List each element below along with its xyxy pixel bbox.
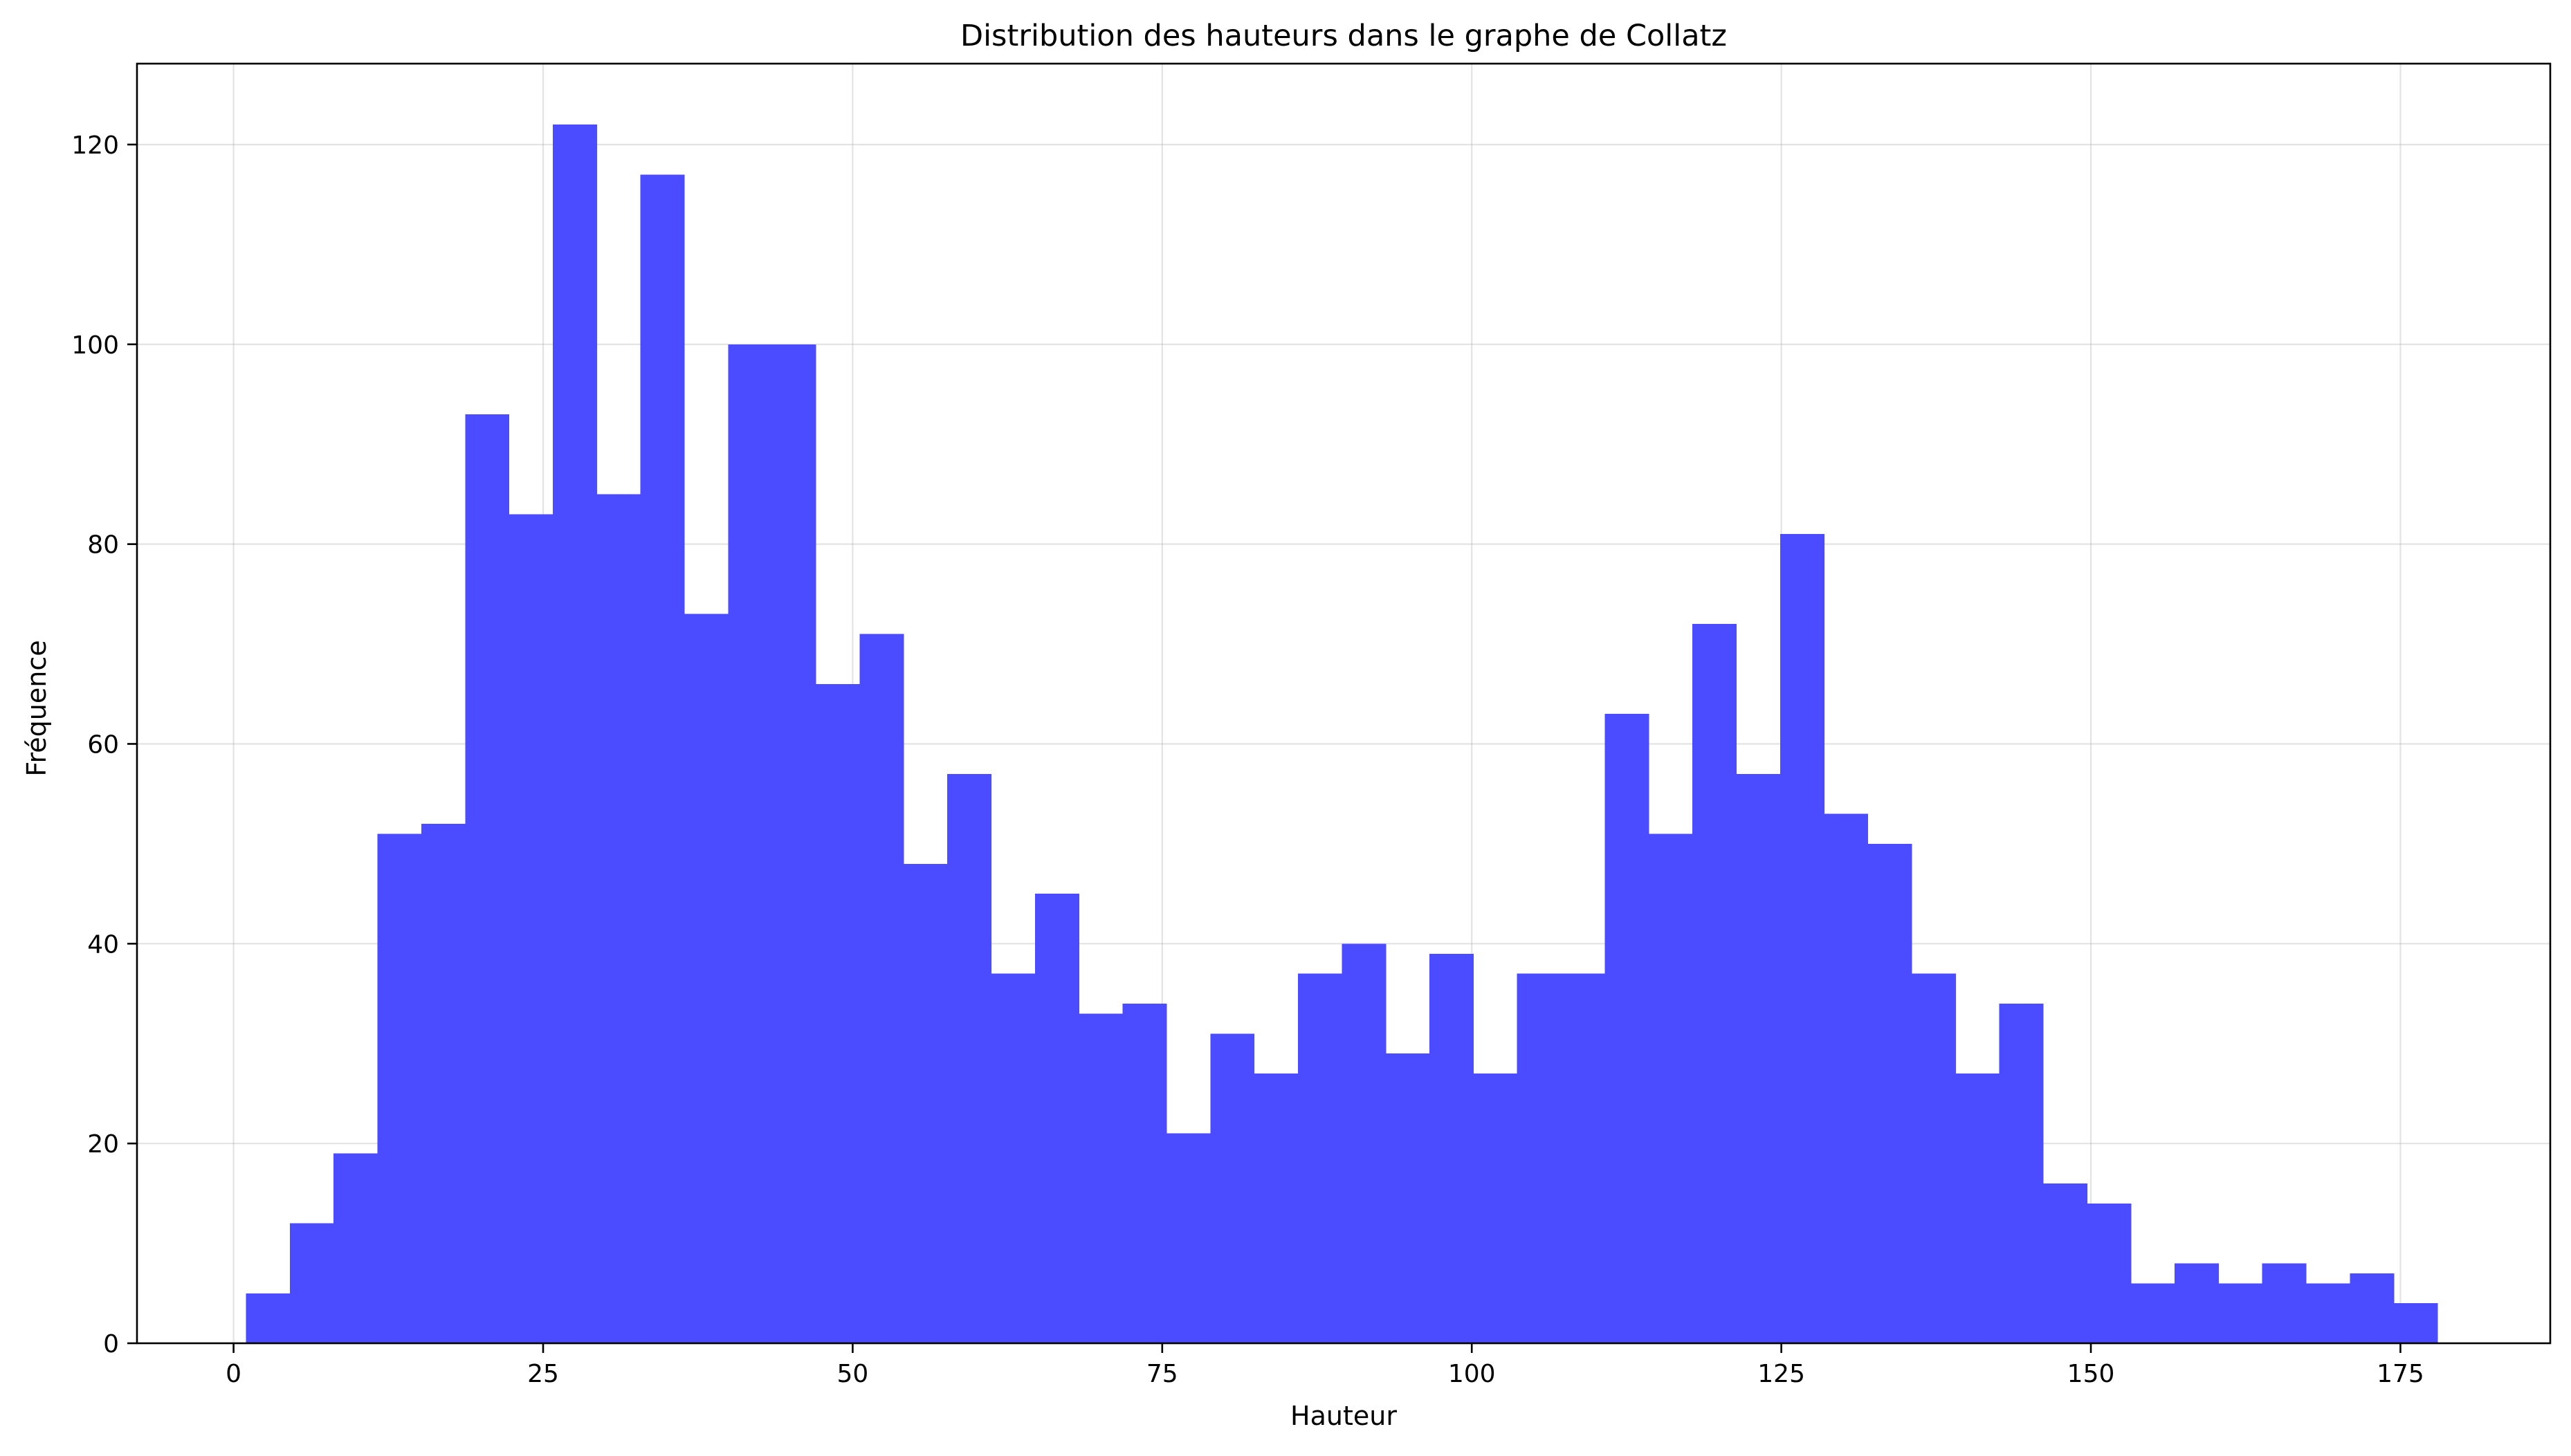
chart-title: Distribution des hauteurs dans le graphe…: [960, 19, 1727, 53]
histogram-bar: [816, 684, 860, 1343]
histogram-bar: [333, 1154, 378, 1343]
y-tick-label-5: 100: [71, 331, 119, 360]
histogram-bar: [2218, 1283, 2262, 1343]
y-tick-label-6: 120: [71, 131, 119, 160]
histogram-bar: [728, 344, 772, 1343]
histogram-bar: [2306, 1283, 2350, 1343]
histogram-bar: [1824, 814, 1868, 1343]
histogram-bar: [947, 774, 991, 1343]
y-tick-label-1: 20: [87, 1130, 119, 1159]
histogram-bar: [2262, 1263, 2307, 1343]
y-tick-label-3: 60: [87, 730, 119, 759]
x-axis-label: Hauteur: [1290, 1401, 1397, 1431]
histogram-bar: [1429, 954, 1474, 1343]
histogram-bar: [596, 494, 641, 1343]
histogram-bar: [1473, 1073, 1517, 1343]
histogram-bar: [1604, 714, 1649, 1343]
histogram-bar: [859, 634, 904, 1343]
histogram-bar: [2000, 1004, 2044, 1343]
histogram-bar: [246, 1293, 290, 1343]
histogram-bar: [421, 824, 466, 1343]
histogram-bar: [1955, 1073, 2000, 1343]
x-tick-label-6: 150: [2067, 1360, 2115, 1388]
histogram-bar: [1210, 1033, 1254, 1343]
histogram-bar: [2043, 1183, 2087, 1343]
histogram-bar: [1736, 774, 1780, 1343]
histogram-bar: [2087, 1204, 2131, 1343]
histogram-bar: [553, 125, 597, 1343]
histogram-bar: [2394, 1303, 2438, 1343]
histogram-bar: [1517, 974, 1562, 1343]
histogram-bar: [1386, 1053, 1430, 1343]
y-axis-label: Fréquence: [21, 640, 52, 776]
histogram-bar: [1298, 974, 1342, 1343]
histogram-bar: [1561, 974, 1605, 1343]
histogram-bar: [509, 514, 553, 1343]
histogram-bar: [991, 974, 1035, 1343]
histogram-bar: [1649, 833, 1693, 1343]
x-tick-label-3: 75: [1146, 1360, 1178, 1388]
y-tick-label-4: 80: [87, 531, 119, 560]
histogram-bar: [1868, 844, 1912, 1343]
histogram-bar: [1912, 974, 1956, 1343]
x-tick-label-2: 50: [837, 1360, 869, 1388]
histogram-bar: [1342, 943, 1386, 1343]
histogram-bar: [641, 174, 685, 1343]
histogram-bar: [465, 414, 509, 1343]
histogram-bar: [1254, 1073, 1299, 1343]
x-tick-label-5: 125: [1757, 1360, 1805, 1388]
x-tick-label-7: 175: [2377, 1360, 2424, 1388]
histogram-bar: [1079, 1013, 1123, 1343]
x-tick-label-4: 100: [1448, 1360, 1496, 1388]
y-tick-label-0: 0: [103, 1330, 119, 1358]
histogram-bar: [1123, 1004, 1167, 1343]
x-tick-label-0: 0: [226, 1360, 241, 1388]
histogram-bar: [378, 833, 422, 1343]
y-tick-label-2: 40: [87, 930, 119, 959]
histogram-bar: [290, 1224, 334, 1343]
histogram-bar: [2350, 1273, 2394, 1343]
histogram-bar: [2175, 1263, 2219, 1343]
histogram-bar: [2131, 1283, 2175, 1343]
histogram-bar: [684, 614, 729, 1343]
histogram-bar: [1692, 624, 1737, 1343]
x-tick-label-1: 25: [527, 1360, 559, 1388]
histogram-bar: [904, 864, 948, 1343]
histogram-bar: [1035, 894, 1079, 1343]
histogram-bar: [1166, 1134, 1211, 1343]
histogram-bar: [772, 344, 816, 1343]
histogram-bar: [1780, 534, 1824, 1343]
